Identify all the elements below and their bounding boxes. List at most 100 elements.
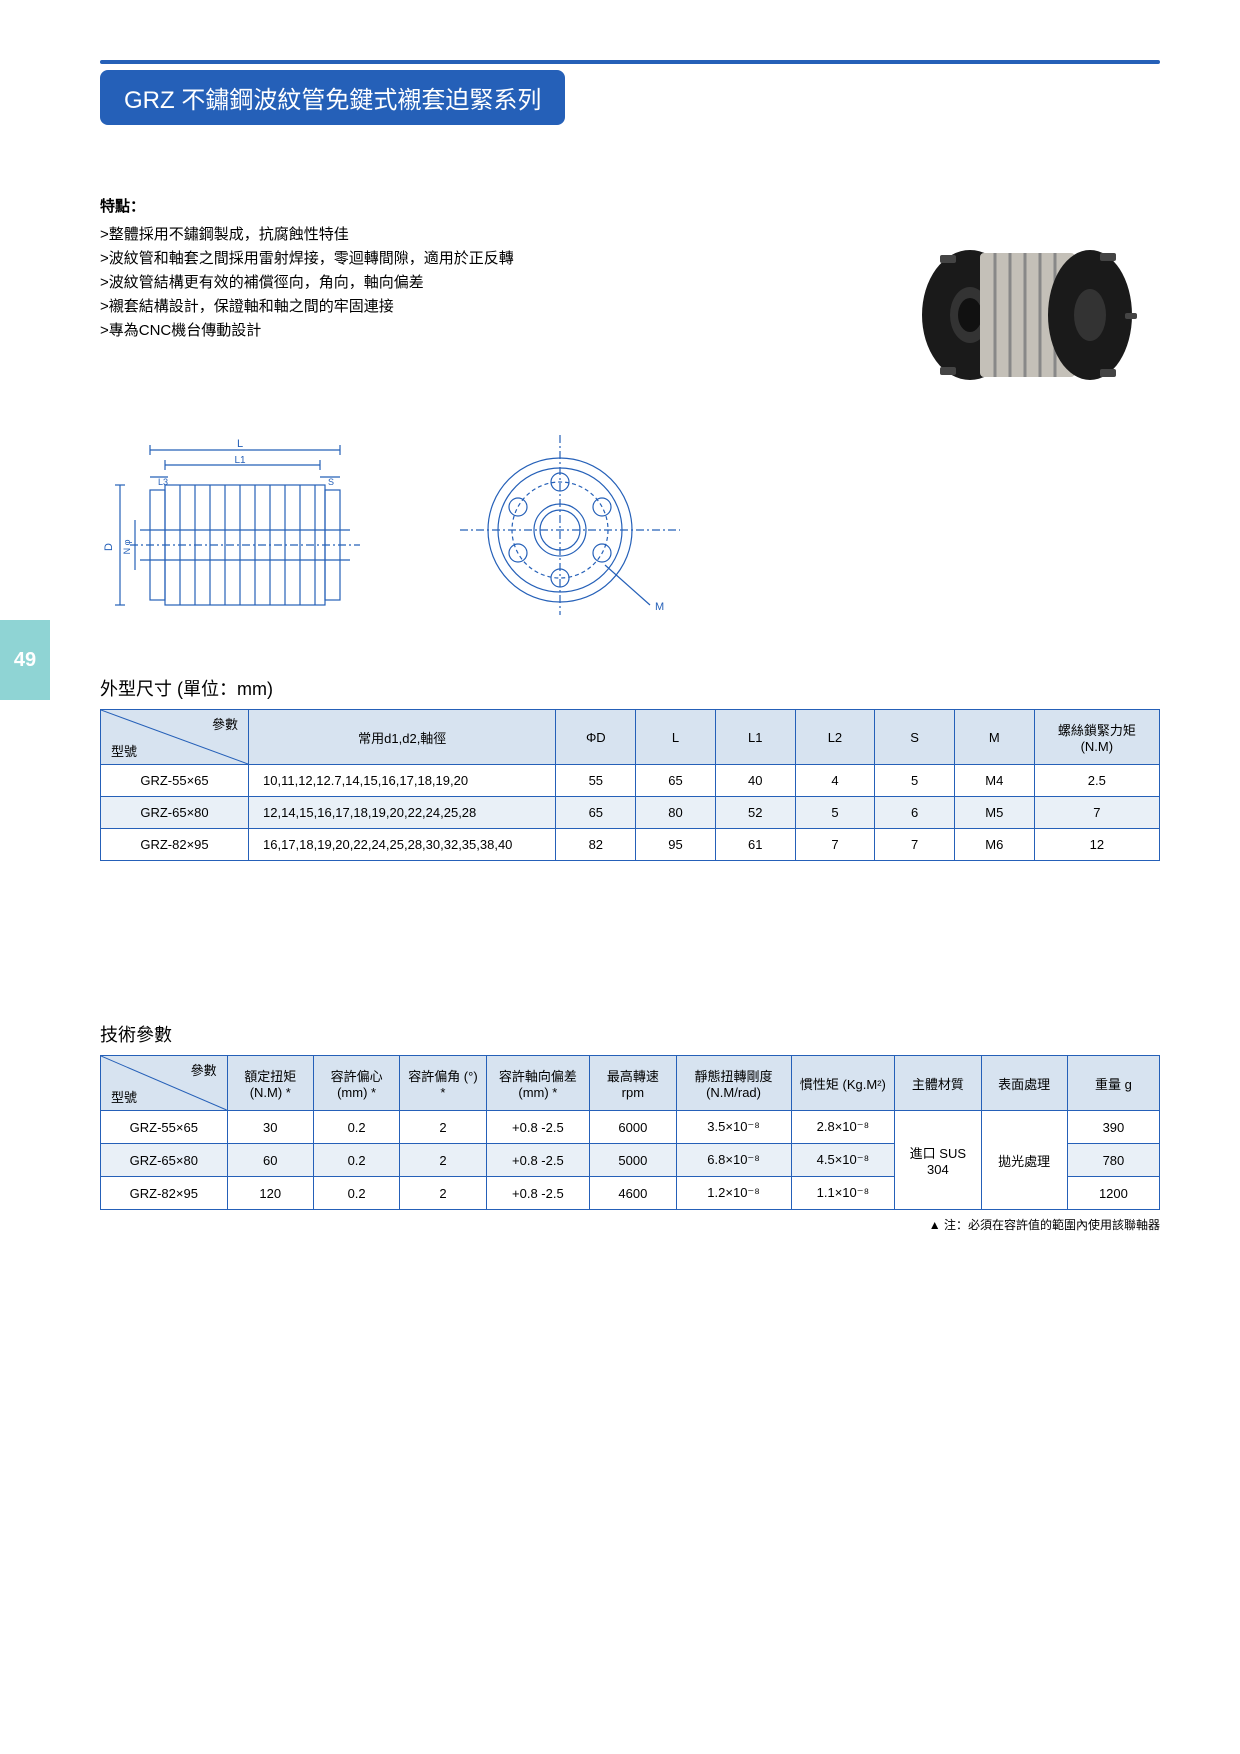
table-cell: GRZ-55×65 (101, 765, 249, 797)
svg-text:L3: L3 (158, 477, 168, 487)
table-cell: GRZ-55×65 (101, 1111, 228, 1144)
table2-diag-header: 參數 型號 (101, 1056, 228, 1111)
svg-text:L1: L1 (234, 455, 246, 466)
table2-header: 容許偏心 (mm) * (313, 1056, 399, 1111)
table-cell: 1.2×10⁻⁸ (676, 1177, 791, 1210)
page-number-tab: 49 (0, 620, 50, 700)
table-cell: 2 (400, 1144, 486, 1177)
table1-header: L1 (715, 710, 795, 765)
technical-diagrams: L L1 L3 S D N φ (100, 435, 1160, 635)
table-cell: +0.8 -2.5 (486, 1177, 590, 1210)
table-cell: 0.2 (313, 1177, 399, 1210)
table-cell: 7 (1034, 797, 1159, 829)
table-cell: M4 (954, 765, 1034, 797)
table-cell: GRZ-65×80 (101, 1144, 228, 1177)
table-cell: 拋光處理 (981, 1111, 1067, 1210)
feature-item: >專為CNC機台傳動設計 (100, 319, 514, 343)
table1-header: L (636, 710, 716, 765)
feature-item: >波紋管結構更有效的補償徑向，角向，軸向偏差 (100, 271, 514, 295)
table-cell: 2 (400, 1111, 486, 1144)
table-cell: 7 (875, 829, 955, 861)
svg-text:N φ: N φ (122, 539, 132, 554)
table2-header: 靜態扭轉剛度 (N.M/rad) (676, 1056, 791, 1111)
table2-header: 表面處理 (981, 1056, 1067, 1111)
dimensions-table: 參數 型號 常用d1,d2,軸徑 ΦD L L1 L2 S M 螺絲鎖緊力矩 (… (100, 709, 1160, 861)
table-cell: 0.2 (313, 1144, 399, 1177)
table-cell: 5000 (590, 1144, 676, 1177)
table1-diag-header: 參數 型號 (101, 710, 249, 765)
features-heading: 特點： (100, 195, 514, 219)
diagram-front-view: M (440, 435, 700, 635)
table-cell: 6.8×10⁻⁸ (676, 1144, 791, 1177)
table1-header: L2 (795, 710, 875, 765)
footnote: ▲ 注：必須在容許值的範圍內使用該聯軸器 (100, 1216, 1160, 1233)
table-cell: 4 (795, 765, 875, 797)
svg-text:L: L (237, 438, 243, 450)
table-cell: 390 (1067, 1111, 1159, 1144)
page-title: GRZ 不鏽鋼波紋管免鍵式襯套迫緊系列 (100, 70, 565, 125)
table-cell: +0.8 -2.5 (486, 1111, 590, 1144)
table2-header: 容許偏角 (°) * (400, 1056, 486, 1111)
svg-text:S: S (328, 477, 334, 487)
table-cell: M6 (954, 829, 1034, 861)
table1-title: 外型尺寸 (單位：mm) (100, 675, 1160, 701)
table-cell: 2.8×10⁻⁸ (791, 1111, 895, 1144)
table2-title: 技術參數 (100, 1021, 1160, 1047)
table2-header: 慣性矩 (Kg.M²) (791, 1056, 895, 1111)
table1-header: 常用d1,d2,軸徑 (249, 710, 556, 765)
table1-header: ΦD (556, 710, 636, 765)
table1-header: 螺絲鎖緊力矩 (N.M) (1034, 710, 1159, 765)
table2-header: 額定扭矩 (N.M) * (227, 1056, 313, 1111)
diagram-side-view: L L1 L3 S D N φ (100, 435, 380, 635)
table-cell: +0.8 -2.5 (486, 1144, 590, 1177)
table2-header: 主體材質 (895, 1056, 981, 1111)
specs-table: 參數 型號 額定扭矩 (N.M) * 容許偏心 (mm) * 容許偏角 (°) … (100, 1055, 1160, 1210)
table-cell: 60 (227, 1144, 313, 1177)
table-cell: 40 (715, 765, 795, 797)
features-section: 特點： >整體採用不鏽鋼製成，抗腐蝕性特佳 >波紋管和軸套之間採用雷射焊接，零迴… (100, 195, 514, 415)
table-cell: 12,14,15,16,17,18,19,20,22,24,25,28 (249, 797, 556, 829)
table-cell: 6000 (590, 1111, 676, 1144)
table-cell: GRZ-65×80 (101, 797, 249, 829)
table-cell: 780 (1067, 1144, 1159, 1177)
table1-header: S (875, 710, 955, 765)
table2-header: 容許軸向偏差 (mm) * (486, 1056, 590, 1111)
table-cell: 55 (556, 765, 636, 797)
table-cell: 0.2 (313, 1111, 399, 1144)
table-cell: 4.5×10⁻⁸ (791, 1144, 895, 1177)
table-cell: 2.5 (1034, 765, 1159, 797)
table2-header: 重量 g (1067, 1056, 1159, 1111)
table-cell: 120 (227, 1177, 313, 1210)
table-cell: 61 (715, 829, 795, 861)
svg-text:D: D (103, 543, 115, 551)
table-cell: 52 (715, 797, 795, 829)
table-cell: 6 (875, 797, 955, 829)
product-photo (900, 195, 1160, 415)
table-cell: 80 (636, 797, 716, 829)
table-cell: 12 (1034, 829, 1159, 861)
top-accent-line (100, 60, 1160, 64)
table-cell: 65 (556, 797, 636, 829)
table-cell: 4600 (590, 1177, 676, 1210)
table-cell: GRZ-82×95 (101, 1177, 228, 1210)
feature-item: >整體採用不鏽鋼製成，抗腐蝕性特佳 (100, 223, 514, 247)
table-cell: 1.1×10⁻⁸ (791, 1177, 895, 1210)
table-cell: 2 (400, 1177, 486, 1210)
table-cell: 1200 (1067, 1177, 1159, 1210)
table-cell: 5 (875, 765, 955, 797)
table2-header: 最高轉速 rpm (590, 1056, 676, 1111)
table-cell: 5 (795, 797, 875, 829)
table-cell: 82 (556, 829, 636, 861)
feature-item: >襯套結構設計，保證軸和軸之間的牢固連接 (100, 295, 514, 319)
table1-header: M (954, 710, 1034, 765)
table-cell: 進口 SUS 304 (895, 1111, 981, 1210)
table-cell: 3.5×10⁻⁸ (676, 1111, 791, 1144)
table-cell: 16,17,18,19,20,22,24,25,28,30,32,35,38,4… (249, 829, 556, 861)
table-cell: 7 (795, 829, 875, 861)
page-number: 49 (14, 649, 36, 672)
table-cell: 95 (636, 829, 716, 861)
feature-item: >波紋管和軸套之間採用雷射焊接，零迴轉間隙，適用於正反轉 (100, 247, 514, 271)
table-cell: 10,11,12,12.7,14,15,16,17,18,19,20 (249, 765, 556, 797)
table-cell: GRZ-82×95 (101, 829, 249, 861)
svg-text:M: M (655, 601, 664, 613)
